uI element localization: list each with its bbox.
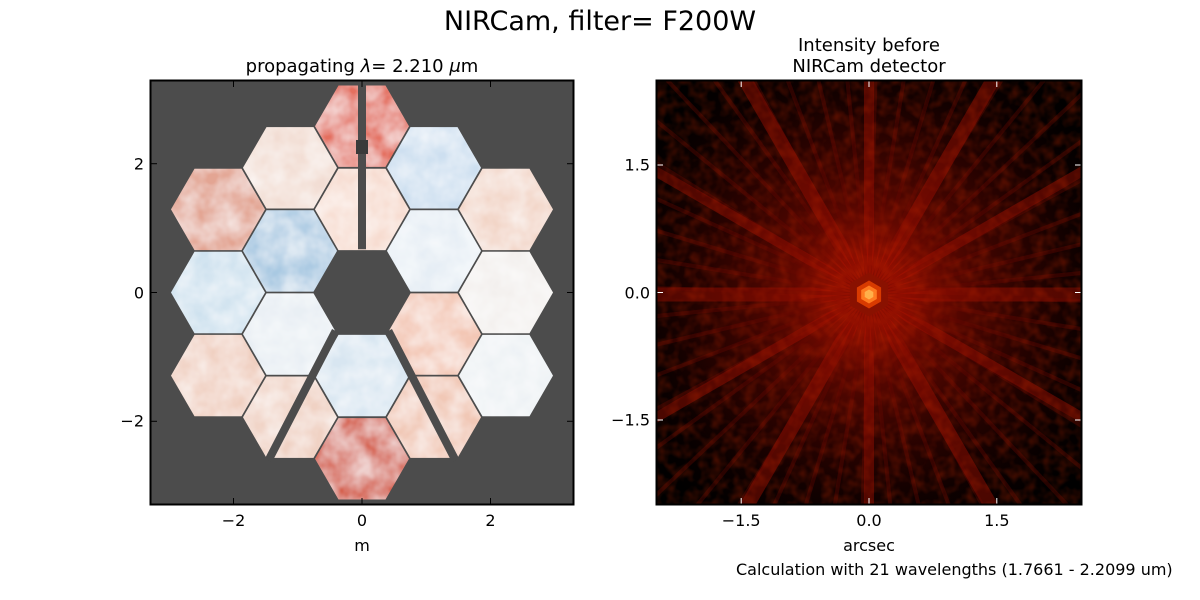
x-tick-label: 1.5	[984, 511, 1010, 530]
x-tick-label: −1.5	[721, 511, 761, 530]
mirror-segment-b5	[171, 251, 265, 334]
calculation-footnote: Calculation with 21 wavelengths (1.7661 …	[736, 560, 1173, 579]
y-tick-label: −1.5	[611, 410, 650, 430]
left-title-lambda: λ	[360, 56, 372, 77]
mirror-segment-c6	[171, 168, 265, 251]
psf-frame	[655, 79, 1083, 506]
mirror-segment-c3	[459, 334, 553, 417]
mirror-segment-a4	[315, 334, 409, 417]
y-tick-label: 1.5	[624, 155, 650, 175]
x-tick-label: 0.0	[856, 511, 882, 530]
mirror-segment-a2	[387, 210, 481, 292]
left-title-mu: μ	[449, 56, 461, 77]
left-panel-title: propagating λ= 2.210 μm	[150, 56, 574, 77]
mirror-segment-b6	[243, 127, 337, 209]
strut-lower-right	[384, 329, 460, 463]
right-title-line2: NIRCam detector	[792, 56, 946, 77]
figure-title: NIRCam, filter= F200W	[443, 6, 757, 37]
right-x-axis-label: arcsec	[843, 536, 895, 555]
pupil-frame	[149, 79, 575, 506]
strut-mount-block	[356, 140, 368, 154]
x-tick-label: 2	[485, 511, 496, 530]
x-tick-label: 0	[356, 511, 368, 530]
pupil-wavefront-plot	[149, 79, 575, 506]
mirror-segment-a6	[243, 210, 337, 292]
mirror-segment-a5	[243, 293, 337, 375]
y-tick-label: 0.0	[624, 283, 650, 302]
left-x-axis-label: m	[354, 536, 370, 555]
strut-lower-left	[264, 329, 340, 463]
y-tick-label: 0	[133, 283, 144, 302]
left-title-prefix: propagating	[245, 56, 361, 77]
psf-peak	[864, 289, 874, 300]
left-title-suffix: m	[460, 56, 479, 77]
psf-intensity-plot	[655, 79, 1083, 506]
mirror-segment-c2	[459, 168, 553, 251]
left-title-mid: = 2.210	[371, 56, 450, 77]
mirror-segment-c4	[315, 418, 409, 500]
right-panel-title: Intensity before NIRCam detector	[656, 35, 1082, 77]
right-title-line1: Intensity before	[798, 35, 940, 56]
y-tick-label: −2	[120, 411, 144, 431]
mirror-segment-c5	[171, 334, 265, 417]
mirror-segment-b1	[387, 127, 481, 209]
mirror-segment-a3	[387, 293, 481, 375]
mirror-segment-b2	[459, 251, 553, 334]
x-tick-label: −2	[221, 511, 246, 530]
y-tick-label: 2	[133, 154, 144, 174]
